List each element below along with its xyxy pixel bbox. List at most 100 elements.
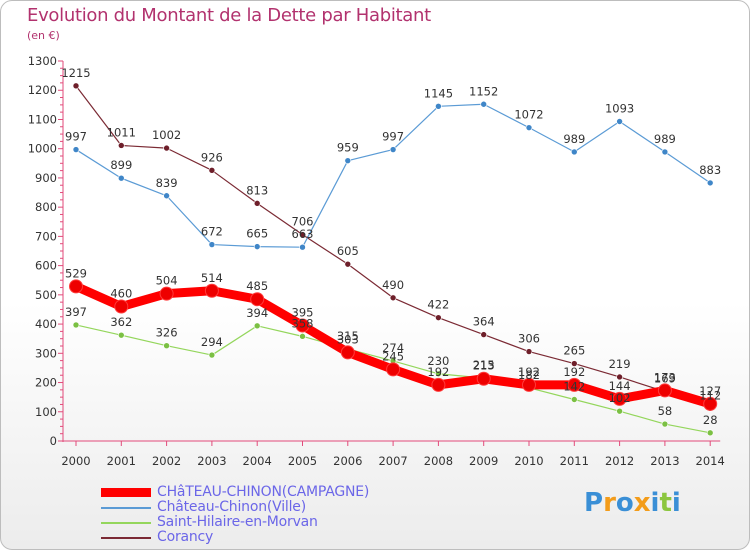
data-label: 303: [337, 332, 359, 346]
data-point: [114, 299, 129, 314]
data-point: [253, 200, 261, 207]
data-point: [480, 100, 488, 108]
data-point: [72, 146, 80, 153]
data-point: [616, 407, 623, 415]
data-point: [299, 231, 306, 238]
data-label: 182: [518, 368, 540, 382]
chart-legend: CHâTEAU-CHINON(CAMPAGNE) Château-Chinon(V…: [101, 485, 369, 545]
data-label: 813: [246, 183, 268, 197]
data-label: 1093: [605, 102, 634, 116]
data-label: 394: [246, 306, 268, 320]
logo-letter: r: [603, 488, 616, 518]
data-point: [612, 391, 627, 406]
x-tick-label: 2008: [424, 454, 453, 468]
data-label: 192: [427, 365, 449, 379]
data-point: [522, 377, 536, 392]
data-point: [570, 360, 578, 367]
data-point: [657, 383, 672, 398]
x-tick-label: 2009: [469, 454, 498, 468]
data-label: 514: [201, 271, 223, 285]
data-label: 142: [563, 379, 585, 393]
data-point: [570, 148, 578, 156]
y-tick-label: 500: [35, 288, 57, 302]
y-tick-label: 100: [35, 405, 57, 419]
proxiti-logo: Proxiti: [584, 488, 681, 518]
data-point: [72, 82, 80, 90]
data-point: [118, 142, 125, 149]
x-tick-label: 2005: [288, 454, 317, 468]
data-point: [344, 260, 352, 268]
data-label: 315: [337, 329, 359, 343]
legend-item: Château-Chinon(Ville): [101, 500, 369, 515]
x-tick-label: 2014: [696, 454, 725, 468]
data-label: 219: [609, 357, 631, 371]
legend-item: Saint-Hilaire-en-Morvan: [101, 515, 369, 530]
x-tick-label: 2011: [560, 454, 589, 468]
data-label: 605: [337, 244, 359, 258]
y-tick-label: 900: [35, 171, 57, 185]
data-label: 358: [292, 316, 314, 330]
data-point: [706, 429, 714, 437]
y-tick-label: 400: [35, 317, 57, 331]
data-point: [386, 362, 401, 377]
data-point: [72, 321, 80, 329]
data-point: [435, 370, 442, 378]
data-point: [118, 331, 125, 339]
y-tick-label: 800: [35, 200, 57, 214]
data-point: [616, 373, 623, 381]
data-label: 997: [65, 130, 87, 144]
data-label: 102: [609, 391, 631, 405]
logo-letter: t: [659, 488, 672, 518]
data-label: 665: [246, 227, 268, 241]
y-tick-label: 1300: [28, 54, 57, 68]
data-label: 1215: [61, 66, 90, 80]
data-label: 58: [658, 404, 673, 418]
x-tick-label: 2013: [650, 454, 679, 468]
data-label: 1145: [424, 86, 453, 100]
data-label: 529: [65, 266, 87, 280]
y-tick-label: 1100: [28, 112, 57, 126]
data-point: [567, 377, 582, 392]
data-label: 663: [292, 227, 314, 241]
data-point: [661, 148, 669, 156]
data-label: 362: [110, 315, 132, 329]
data-point: [253, 322, 261, 330]
legend-label: Corancy: [157, 529, 214, 545]
logo-letter: i: [671, 488, 681, 518]
x-tick-label: 2007: [378, 454, 407, 468]
y-tick-label: 300: [35, 346, 57, 360]
data-label: 213: [473, 359, 495, 373]
data-label: 294: [201, 335, 223, 349]
data-point: [389, 294, 397, 302]
data-point: [208, 241, 216, 248]
data-point: [703, 396, 718, 411]
data-label: 245: [382, 349, 404, 363]
x-tick-label: 2001: [107, 454, 136, 468]
data-point: [570, 396, 578, 403]
data-point: [295, 318, 310, 333]
data-point: [159, 286, 174, 301]
legend-item: CHâTEAU-CHINON(CAMPAGNE): [101, 485, 369, 500]
data-label: 192: [563, 365, 585, 379]
x-tick-label: 2004: [243, 454, 272, 468]
data-label: 274: [382, 341, 404, 355]
data-label: 959: [337, 141, 359, 155]
data-point: [706, 179, 714, 187]
data-label: 397: [65, 305, 87, 319]
data-point: [163, 192, 170, 200]
data-point: [340, 345, 355, 360]
logo-letter: P: [584, 488, 604, 518]
data-point: [431, 377, 446, 392]
chart-subtitle: (en €): [27, 29, 60, 42]
data-point: [435, 314, 442, 321]
data-label: 127: [699, 384, 721, 398]
data-label: 1002: [152, 128, 181, 142]
legend-swatch: [101, 488, 151, 497]
data-label: 192: [518, 365, 540, 379]
data-label: 883: [699, 163, 721, 177]
data-point: [389, 146, 397, 153]
data-label: 460: [110, 287, 132, 301]
data-label: 485: [246, 279, 268, 293]
data-point: [435, 103, 442, 110]
